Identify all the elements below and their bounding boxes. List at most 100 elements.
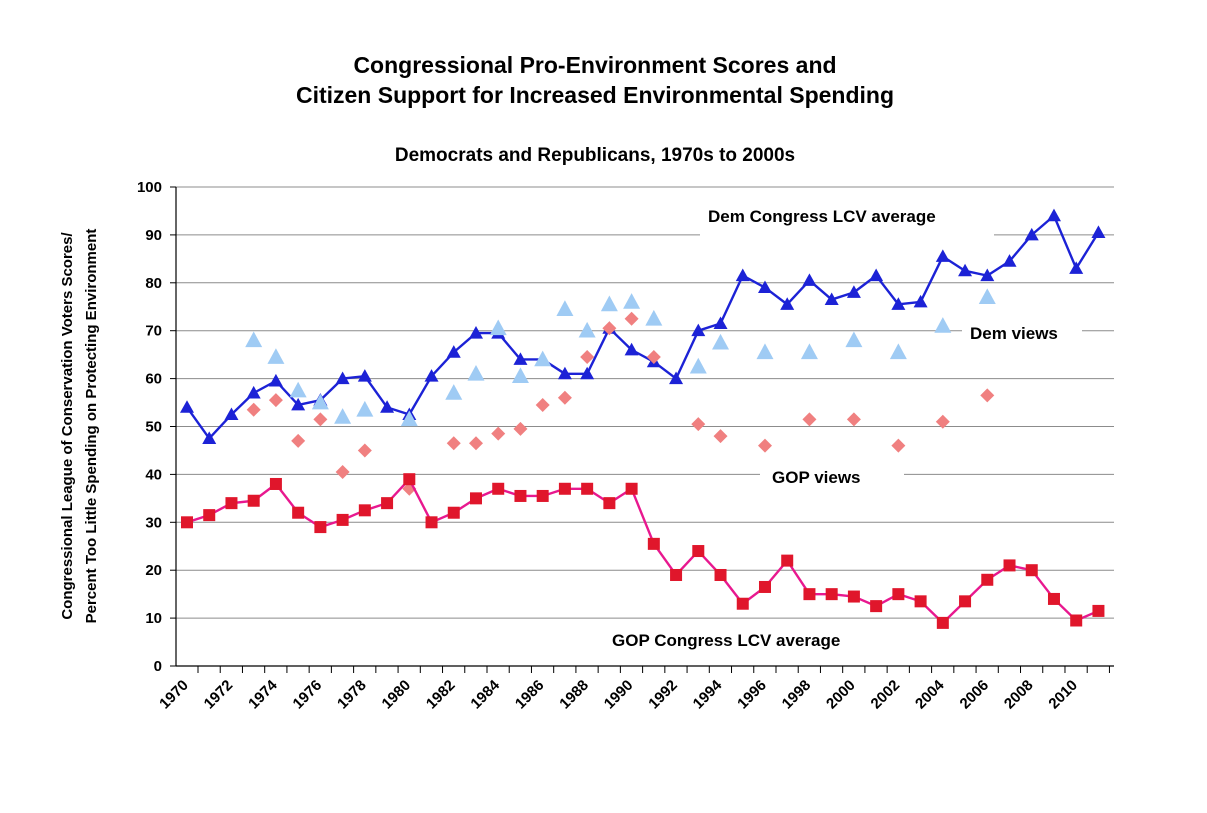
gop_congress-point (181, 516, 193, 529)
gop_congress-point (1003, 559, 1016, 572)
x-tick-label: 2002 (868, 677, 904, 713)
annotation-layer: Dem Congress LCV average Dem views GOP v… (604, 200, 1082, 655)
gop_congress-point (870, 600, 883, 613)
dem_views-point (756, 343, 774, 360)
y-axis-label-line-2: Percent Too Little Spending on Protectin… (83, 229, 100, 624)
dem_views-point (334, 408, 352, 424)
dem_congress-point (846, 285, 861, 298)
gop_congress-point (1092, 604, 1105, 617)
dem_views-point (600, 295, 618, 312)
x-tick-label: 1984 (467, 676, 503, 712)
y-tick-label: 10 (145, 610, 162, 627)
y-tick-label: 80 (145, 275, 162, 292)
gop_congress-point (403, 473, 416, 486)
y-tick-label: 30 (145, 514, 162, 531)
gop_congress-point (736, 597, 749, 610)
series-gop_congress (181, 473, 1105, 629)
gop_congress-point (781, 554, 794, 567)
dem_congress-point (913, 294, 928, 308)
gop_congress-point (492, 482, 505, 495)
dem_views-point (712, 333, 730, 350)
dem_congress-point (424, 369, 439, 382)
gop_congress-point (247, 494, 260, 507)
y-tick-label: 90 (145, 227, 162, 244)
dem-views-label: Dem views (970, 324, 1058, 343)
gop_congress-point (914, 595, 927, 608)
gop_congress-point (336, 513, 349, 526)
dem_congress-point (468, 326, 483, 339)
dem_congress-point (446, 345, 461, 358)
gop_congress-point (959, 595, 972, 608)
gop_congress-point (358, 504, 371, 517)
gop_views-point (335, 465, 350, 480)
dem_congress-point (980, 268, 995, 282)
gop_views-point (513, 421, 528, 436)
gop_views-point (757, 438, 772, 453)
x-tick-label: 1994 (690, 676, 726, 712)
gop_views-point (535, 397, 550, 412)
y-tick-label: 70 (145, 323, 162, 340)
dem_congress-point (1069, 261, 1084, 274)
dem_views-point (623, 293, 641, 309)
dem_congress-point (691, 323, 706, 337)
gop_views-point (846, 412, 861, 427)
dem_congress-point (757, 280, 772, 294)
gop_congress-point (514, 489, 527, 502)
dem_congress-point (869, 268, 884, 282)
x-tick-label: 2004 (912, 676, 948, 712)
dem_views-point (511, 367, 529, 384)
gop_views-point (646, 350, 661, 365)
axes (170, 186, 1114, 673)
gop_views-point (624, 311, 639, 326)
gop_congress-point (581, 482, 594, 495)
dem-congress-label-bg (700, 200, 994, 236)
gop_congress-point (269, 477, 282, 490)
x-tick-label: 2006 (956, 677, 992, 713)
dem_congress-point (380, 400, 395, 413)
y-axis-label-line-1: Congressional League of Conservation Vot… (59, 232, 76, 620)
gop_congress-point (670, 568, 683, 581)
dem_congress-point (1046, 208, 1061, 222)
gop_views-point (691, 417, 706, 432)
gop_views-point (313, 412, 328, 427)
dem_congress-point (202, 431, 217, 444)
gop_congress-point (469, 492, 482, 505)
dem_views-point (311, 393, 329, 410)
gop-views-label-bg (760, 460, 904, 492)
x-tick-label: 1970 (156, 677, 192, 713)
dem_views-point (689, 357, 707, 374)
dem_views-point (556, 300, 574, 316)
dem_views-point (978, 288, 996, 305)
dem_views-point (445, 384, 463, 400)
gop-views-label: GOP views (772, 468, 861, 487)
gop_views-point (935, 414, 950, 429)
gop_congress-point (447, 506, 460, 519)
dem_congress-point (669, 371, 684, 385)
dem_views-point (267, 348, 285, 364)
gop_congress-point (692, 545, 705, 558)
dem-congress-label: Dem Congress LCV average (708, 207, 936, 226)
dem_congress-point (513, 352, 528, 365)
y-tick-label: 40 (145, 466, 162, 483)
dem_views-point (245, 331, 263, 348)
gop_congress-point (825, 588, 838, 601)
x-tick-label: 1982 (423, 677, 459, 713)
gop_congress-point (714, 568, 727, 581)
dem_views-point (889, 343, 907, 360)
chart-title-line-1: Congressional Pro-Environment Scores and (353, 52, 837, 78)
gop_views-point (980, 388, 995, 403)
x-tick-label: 1972 (201, 677, 237, 713)
dem_congress-point (735, 268, 750, 282)
series-layer (180, 208, 1106, 629)
dem-views-label-bg (962, 318, 1082, 348)
gop-congress-label-bg (604, 625, 896, 655)
dem_views-point (489, 319, 507, 336)
chart-title-line-2: Citizen Support for Increased Environmen… (295, 82, 895, 108)
gop_congress-point (803, 588, 816, 601)
gop_congress-point (625, 482, 638, 495)
gop_congress-point (558, 482, 571, 495)
gop_congress-point (203, 509, 216, 522)
x-tick-label: 1974 (245, 676, 281, 712)
dem_congress-point (180, 400, 194, 413)
